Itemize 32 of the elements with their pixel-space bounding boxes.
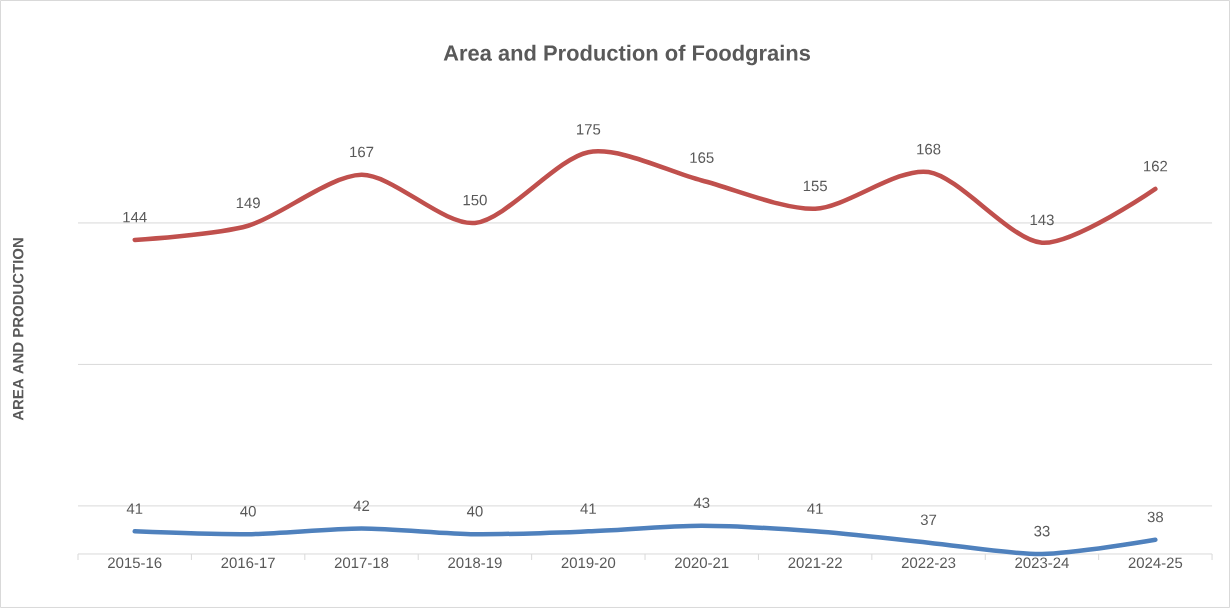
data-label: 155 (803, 180, 827, 192)
data-label: 40 (240, 506, 256, 517)
data-label: 144 (123, 212, 147, 223)
data-label: 40 (466, 506, 483, 517)
x-tick-label: 2015-16 (108, 557, 162, 569)
x-tick-label: 2018-19 (448, 557, 502, 569)
data-label: 42 (353, 500, 370, 511)
x-tick-label: 2022-23 (901, 557, 956, 569)
data-label: 41 (580, 503, 596, 514)
data-label: 33 (1034, 525, 1050, 537)
x-tick-label: 2021-22 (788, 557, 842, 569)
data-label: 175 (577, 124, 601, 135)
data-label: 43 (693, 497, 710, 509)
data-label: 41 (807, 503, 823, 514)
data-label: 168 (917, 143, 941, 155)
x-tick-label: 2023-24 (1015, 557, 1069, 569)
x-tick-label: 2016-17 (221, 557, 275, 569)
data-label: 150 (463, 194, 487, 206)
x-tick-label: 2020-21 (675, 557, 729, 569)
data-label: 149 (236, 197, 260, 209)
data-label: 165 (690, 152, 714, 163)
data-label: 41 (126, 503, 143, 514)
chart-title: Area and Production of Foodgrains (443, 44, 810, 66)
data-label: 167 (350, 146, 374, 158)
x-tick-label: 2019-20 (561, 557, 616, 569)
y-axis-title: AREA AND PRODUCTION (12, 238, 24, 421)
data-label: 143 (1030, 214, 1054, 226)
data-label: 38 (1147, 511, 1164, 523)
data-label: 162 (1144, 160, 1168, 172)
data-label: 37 (920, 514, 937, 526)
x-tick-label: 2017-18 (334, 557, 389, 569)
x-tick-label: 2024-25 (1128, 557, 1183, 569)
